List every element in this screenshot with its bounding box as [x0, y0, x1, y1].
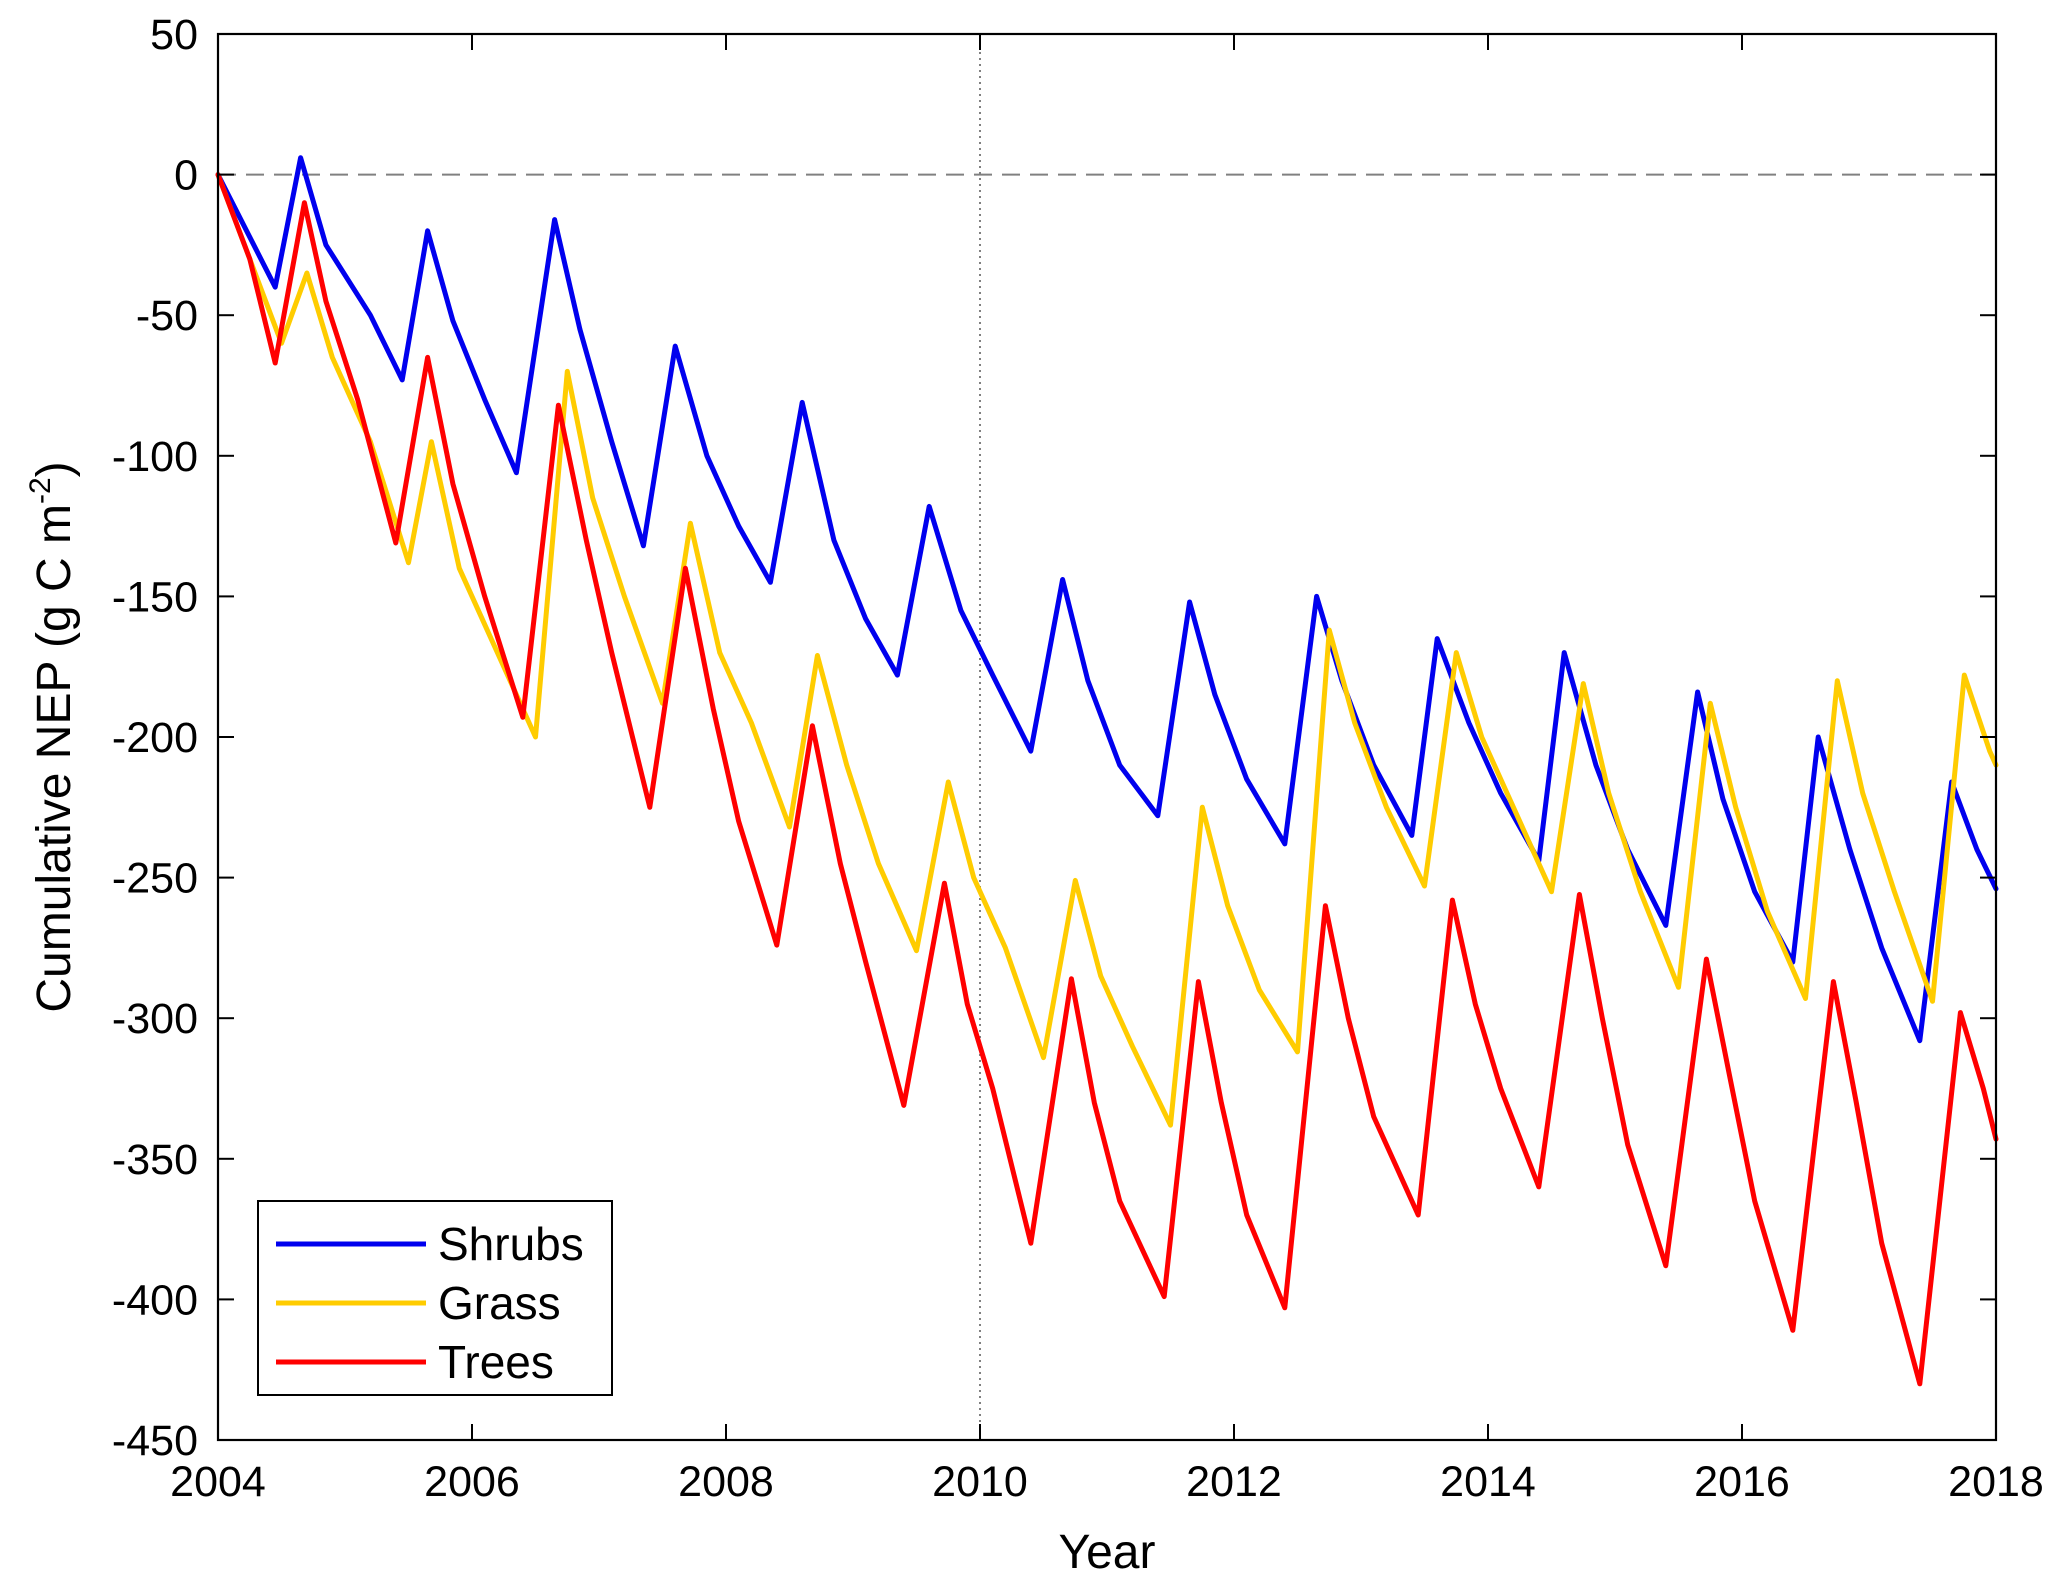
y-axis-title-superscript: -2: [24, 477, 57, 504]
series-line-grass: [215, 172, 1999, 1128]
x-tick-label-2008: 2008: [678, 1458, 774, 1506]
y-axis: 50 0 -50 -100 -150 -200 -250 -300 -350 -400 -450: [112, 11, 1996, 1465]
x-tick-label-2010: 2010: [932, 1458, 1028, 1506]
x-tick-label-2018: 2018: [1948, 1458, 2044, 1506]
x-tick-label-2006: 2006: [424, 1458, 520, 1506]
x-axis-title: Year: [1059, 1526, 1156, 1579]
series-line-trees: [215, 172, 1999, 1387]
reference-lines: [218, 34, 1996, 1440]
x-tick-label-2014: 2014: [1440, 1458, 1536, 1506]
y-tick-label--400: -400: [112, 1276, 198, 1324]
legend: Shrubs Grass Trees: [257, 1200, 613, 1396]
legend-label-trees: Trees: [438, 1336, 554, 1388]
x-tick-label-2004: 2004: [170, 1458, 266, 1506]
x-tick-label-2012: 2012: [1186, 1458, 1282, 1506]
x-tick-label-2016: 2016: [1694, 1458, 1790, 1506]
x-axis: 2004 2006 2008 2010 2012 2014 2016 2018: [170, 34, 2044, 1506]
legend-label-grass: Grass: [438, 1277, 561, 1329]
y-tick-label-50: 50: [150, 11, 198, 59]
y-tick-label--300: -300: [112, 995, 198, 1043]
series-line-shrubs: [215, 155, 1999, 1044]
y-tick-label--250: -250: [112, 855, 198, 903]
y-axis-title-main: Cumulative NEP (g C m: [28, 504, 81, 1013]
y-axis-title: Cumulative NEP (g C m-2): [24, 461, 81, 1012]
y-axis-title-end: ): [28, 461, 81, 477]
y-tick-label--450: -450: [112, 1417, 198, 1465]
y-tick-label--350: -350: [112, 1136, 198, 1184]
y-tick-label--50: -50: [136, 292, 198, 340]
y-tick-label--100: -100: [112, 433, 198, 481]
y-tick-label-0: 0: [174, 152, 198, 200]
series-layer: [215, 155, 1999, 1387]
y-tick-label--200: -200: [112, 714, 198, 762]
y-tick-label--150: -150: [112, 573, 198, 621]
legend-label-shrubs: Shrubs: [438, 1218, 584, 1270]
